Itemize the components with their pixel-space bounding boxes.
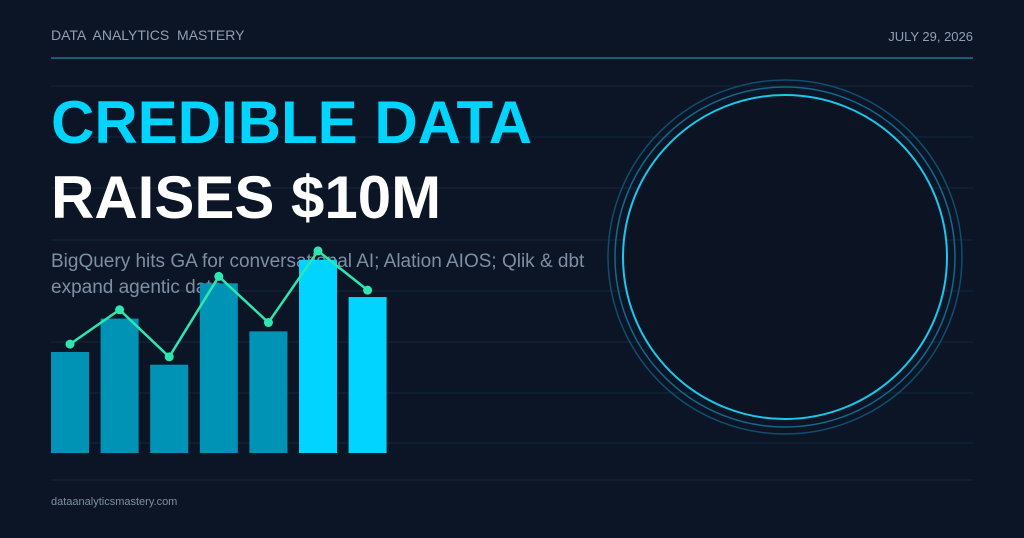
trend-point bbox=[363, 285, 373, 295]
date: JULY 29, 2026 bbox=[888, 29, 973, 44]
subtitle-2: expand agentic data bbox=[51, 277, 223, 298]
footer-site: dataanalyticsmastery.com bbox=[51, 496, 177, 508]
bar bbox=[100, 318, 139, 453]
bar bbox=[299, 259, 337, 453]
bar bbox=[348, 297, 387, 453]
circle-decor bbox=[607, 79, 963, 435]
bar bbox=[51, 351, 89, 453]
headline-1: CREDIBLE DATA bbox=[51, 89, 532, 156]
trend-point bbox=[263, 318, 273, 328]
trend-point bbox=[313, 246, 323, 256]
headline-2: RAISES $10M bbox=[51, 164, 441, 231]
brand: DATA ANALYTICS MASTERY bbox=[51, 27, 245, 43]
bar bbox=[249, 331, 288, 453]
trend-point bbox=[164, 352, 174, 362]
trend-point bbox=[65, 339, 75, 349]
trend-point bbox=[214, 271, 224, 281]
bar bbox=[199, 283, 238, 453]
bar bbox=[150, 364, 189, 453]
mini-chart bbox=[51, 246, 387, 453]
trend-point bbox=[115, 305, 125, 315]
